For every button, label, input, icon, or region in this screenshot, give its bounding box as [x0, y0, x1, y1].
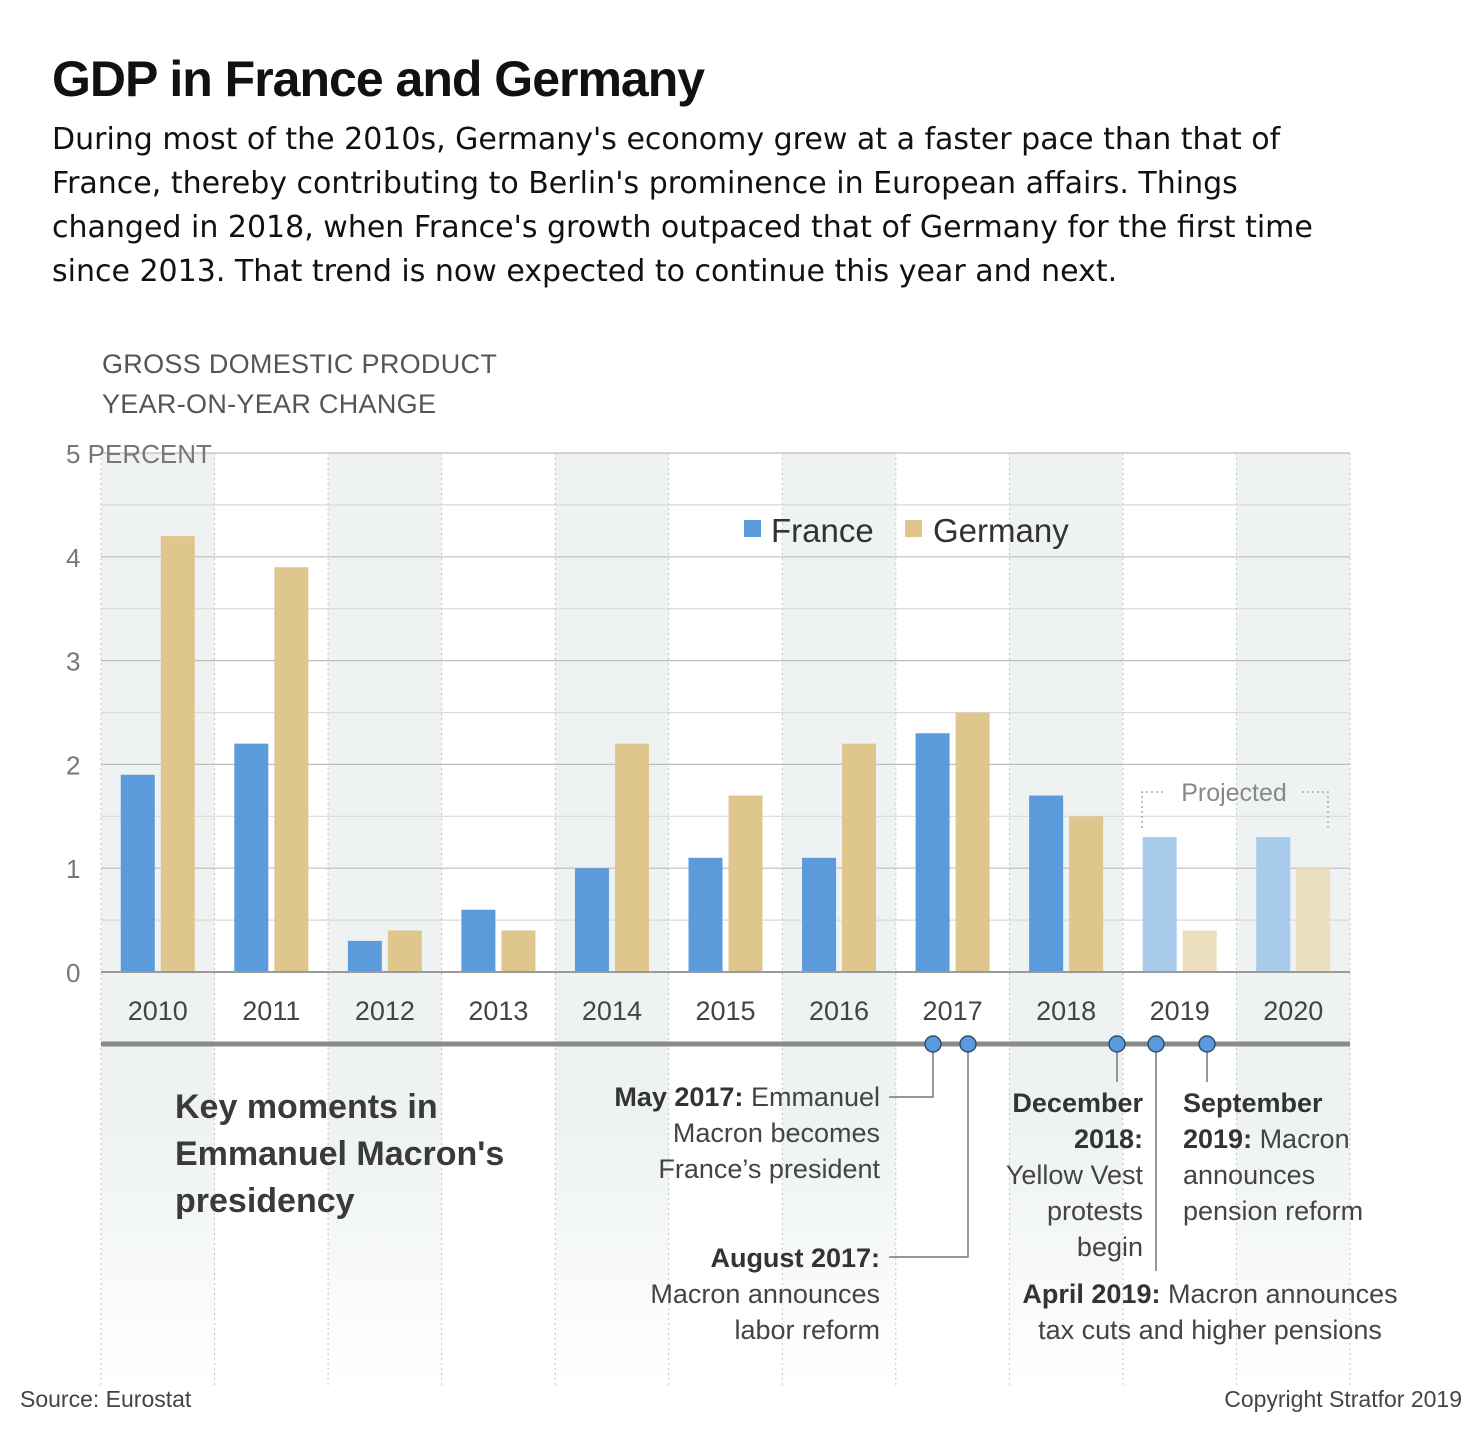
bar-germany-2011 [274, 567, 309, 972]
event-may2017-line2: Macron becomes [673, 1118, 880, 1148]
event-sep2019-line2: announces [1183, 1160, 1315, 1190]
bar-germany-2014 [614, 743, 649, 972]
legend-swatch-germany [905, 520, 922, 537]
x-tick-label: 2014 [582, 996, 642, 1026]
legend-label-france: France [771, 512, 874, 549]
column-band [101, 453, 215, 1385]
event-dec2018-date2: 2018: [1074, 1124, 1143, 1154]
y-axis-title-line1: GROSS DOMESTIC PRODUCT [102, 349, 498, 379]
event-aug2017-line1: Macron announces [650, 1279, 880, 1309]
x-tick-label: 2019 [1150, 996, 1210, 1026]
bar-france-2012 [347, 940, 382, 972]
event-sep2019-date1: September [1183, 1088, 1323, 1118]
projected-bracket-line [1141, 791, 1329, 828]
page-title: GDP in France and Germany [52, 51, 705, 107]
event-sep2019-line1: 2019: Macron [1183, 1124, 1350, 1154]
x-tick-label: 2020 [1263, 996, 1323, 1026]
event-dec2018-line: protests [1047, 1196, 1143, 1226]
bar-france-2014 [574, 868, 609, 972]
column-band [555, 453, 669, 1385]
x-tick-label: 2013 [468, 996, 528, 1026]
dot-may2017 [924, 1035, 942, 1053]
event-may2017-line1: May 2017: Emmanuel [614, 1082, 880, 1112]
bar-germany-2016 [842, 743, 877, 972]
bar-germany-2015 [728, 795, 763, 972]
timeline-heading-line: Emmanuel Macron's [175, 1135, 504, 1173]
projected-label: Projected [1181, 779, 1287, 807]
bar-germany-2020 [1296, 868, 1331, 972]
legend-label-germany: Germany [933, 512, 1069, 549]
bar-germany-2019 [1182, 930, 1217, 972]
y-tick-label: 0 [66, 958, 80, 988]
y-tick-label: 2 [66, 750, 80, 780]
source-note: Source: Eurostat [20, 1386, 192, 1412]
bar-france-2015 [688, 857, 723, 972]
column-band [1236, 453, 1350, 1385]
timeline-heading-line: presidency [175, 1182, 355, 1220]
event-aug2017-date: August 2017: [710, 1243, 880, 1273]
legend-swatch-france [744, 520, 761, 537]
y-tick-label: 5 PERCENT [66, 439, 212, 469]
event-aug2017-line2: labor reform [734, 1315, 880, 1345]
page-subtitle: During most of the 2010s, Germany's econ… [52, 122, 1313, 289]
x-tick-label: 2015 [695, 996, 755, 1026]
x-tick-label: 2012 [355, 996, 415, 1026]
event-apr2019-line2: tax cuts and higher pensions [1038, 1315, 1382, 1345]
copyright-note: Copyright Stratfor 2019 [1224, 1386, 1462, 1412]
bar-germany-2018 [1069, 816, 1104, 972]
event-may2017-line3: France’s president [658, 1154, 880, 1184]
event-dec2018-date1: December [1012, 1088, 1143, 1118]
dot-sep2019 [1198, 1035, 1216, 1053]
y-tick-label: 4 [66, 543, 80, 573]
bar-germany-2012 [387, 930, 422, 972]
bar-germany-2013 [501, 930, 536, 972]
x-tick-label: 2018 [1036, 996, 1096, 1026]
bar-france-2019 [1142, 837, 1177, 972]
event-dec2018-line: Yellow Vest [1006, 1160, 1144, 1190]
bar-germany-2010 [160, 536, 195, 972]
x-tick-labels: 2010 2011 2012 2013 2014 2015 2016 2017 2018 2019… [128, 996, 1324, 1026]
x-tick-label: 2010 [128, 996, 188, 1026]
y-tick-label: 3 [66, 647, 80, 677]
bar-france-2011 [234, 743, 269, 972]
event-apr2019-line1: April 2019: Macron announces [1022, 1279, 1397, 1309]
bar-france-2018 [1029, 795, 1064, 972]
y-axis-title-line2: YEAR-ON-YEAR CHANGE [102, 389, 437, 419]
x-tick-label: 2016 [809, 996, 869, 1026]
projected-bracket: Projected [1141, 779, 1329, 828]
column-band [328, 453, 442, 1385]
legend: France Germany [744, 512, 1069, 549]
y-axis-title: GROSS DOMESTIC PRODUCT YEAR-ON-YEAR CHAN… [102, 344, 497, 424]
y-tick-label: 1 [66, 854, 80, 884]
bar-france-2016 [802, 857, 837, 972]
timeline-heading-line: Key moments in [175, 1088, 438, 1126]
bar-france-2010 [120, 774, 155, 972]
bars [101, 536, 1350, 973]
timeline: Key moments in Emmanuel Macron's presidenc… [101, 1035, 1398, 1345]
x-tick-label: 2011 [242, 996, 300, 1026]
dot-apr2019 [1147, 1035, 1165, 1053]
connector-aug2017 [889, 1044, 969, 1258]
y-tick-labels: 0 1 2 3 4 5 PERCENT [66, 439, 212, 988]
bar-germany-2017 [955, 712, 990, 972]
event-dec2018-line: begin [1077, 1232, 1143, 1262]
event-sep2019-line3: pension reform [1183, 1196, 1363, 1226]
bar-france-2017 [915, 733, 950, 972]
dot-aug2017 [959, 1035, 977, 1053]
bar-france-2013 [461, 909, 496, 972]
bar-france-2020 [1256, 837, 1291, 972]
dot-dec2018 [1108, 1035, 1126, 1053]
x-tick-label: 2017 [923, 996, 983, 1026]
connector-may2017 [889, 1044, 934, 1098]
